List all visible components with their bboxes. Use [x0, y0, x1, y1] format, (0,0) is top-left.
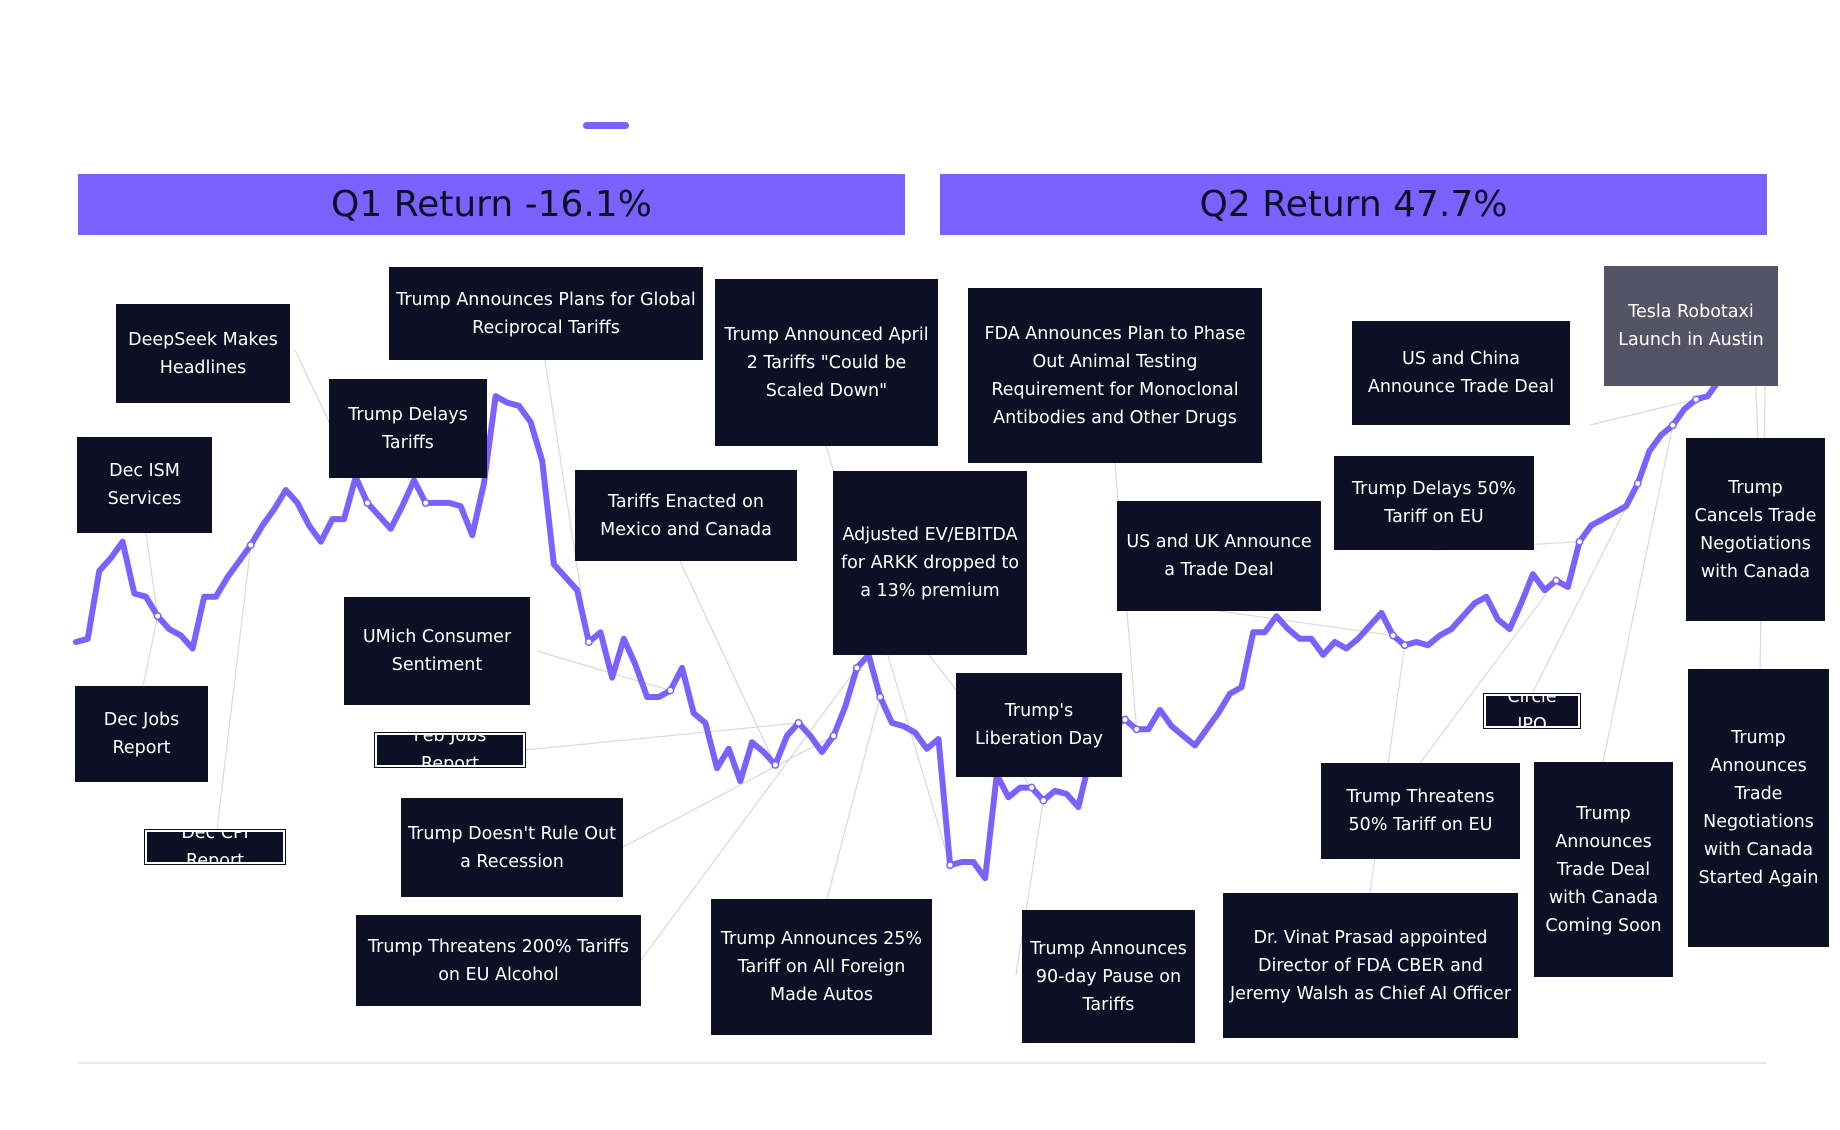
- event-fda-animal-testing: FDA Announces Plan to Phase Out Animal T…: [968, 288, 1262, 463]
- event-connector: [640, 667, 858, 961]
- legend-swatch: [583, 122, 629, 129]
- event-marker: [852, 663, 861, 672]
- event-feb-jobs: Feb Jobs Report: [374, 726, 526, 774]
- event-connector: [622, 735, 834, 848]
- event-marker: [829, 731, 838, 740]
- event-marker: [1400, 641, 1409, 650]
- event-umich-sentiment: UMich Consumer Sentiment: [344, 597, 530, 705]
- event-marker: [1575, 537, 1584, 546]
- event-us-uk-trade-deal: US and UK Announce a Trade Deal: [1117, 501, 1321, 611]
- event-canada-negotiations-restarted: Trump Announces Trade Negotiations with …: [1688, 669, 1829, 947]
- event-liberation-day: Trump's Liberation Day: [956, 673, 1122, 777]
- q2-return-banner: Q2 Return 47.7%: [940, 174, 1767, 235]
- event-connector: [544, 359, 590, 643]
- event-threatens-50-tariff: Trump Threatens 50% Tariff on EU: [1321, 763, 1520, 859]
- event-marker: [1389, 631, 1397, 640]
- event-marker: [1132, 725, 1141, 734]
- event-eu-alcohol-tariffs: Trump Threatens 200% Tariffs on EU Alcoh…: [356, 915, 641, 1006]
- event-deepseek: DeepSeek Makes Headlines: [116, 304, 290, 403]
- event-global-reciprocal-tariffs: Trump Announces Plans for Global Recipro…: [389, 267, 703, 360]
- event-dec-cpi: Dec CPI Report: [144, 823, 286, 871]
- event-dec-ism: Dec ISM Services: [77, 437, 212, 533]
- event-marker: [1039, 796, 1048, 805]
- event-marker: [363, 498, 372, 507]
- event-connector: [1015, 800, 1044, 976]
- event-connector: [1589, 398, 1697, 426]
- event-connector: [142, 615, 159, 687]
- price-series-line: [73, 338, 1769, 882]
- event-no-rule-out-recession: Trump Doesn't Rule Out a Recession: [401, 798, 623, 897]
- event-connector: [679, 560, 776, 766]
- event-us-china-trade-deal: US and China Announce Trade Deal: [1352, 321, 1570, 425]
- event-connector: [1531, 483, 1639, 695]
- event-marker: [246, 541, 255, 549]
- event-marker: [1552, 576, 1561, 585]
- event-connector: [826, 696, 881, 900]
- event-ev-ebitda: Adjusted EV/EBITDA for ARKK dropped to a…: [833, 471, 1027, 655]
- event-trump-delays-tariffs: Trump Delays Tariffs: [329, 379, 487, 478]
- event-marker: [153, 612, 162, 621]
- event-mexico-canada-tariffs: Tariffs Enacted on Mexico and Canada: [575, 470, 797, 561]
- event-prasad-appointed: Dr. Vinat Prasad appointed Director of F…: [1223, 893, 1518, 1038]
- event-marker: [666, 686, 675, 695]
- event-marker: [1668, 421, 1677, 430]
- event-marker: [1027, 783, 1036, 792]
- event-marker: [946, 861, 955, 870]
- event-marker: [421, 498, 430, 507]
- event-marker: [876, 693, 885, 701]
- event-circle-ipo: Circle IPO: [1483, 687, 1581, 735]
- event-marker: [794, 718, 803, 727]
- event-90-day-pause: Trump Announces 90-day Pause on Tariffs: [1022, 910, 1195, 1043]
- q1-return-banner: Q1 Return -16.1%: [78, 174, 905, 235]
- event-dec-jobs: Dec Jobs Report: [75, 686, 208, 782]
- event-connector: [145, 532, 159, 617]
- event-marker: [1633, 479, 1642, 488]
- event-connector: [1419, 580, 1557, 764]
- event-connector: [536, 650, 671, 692]
- event-cancels-canada-negotiations: Trump Cancels Trade Negotiations with Ca…: [1686, 438, 1825, 621]
- event-connector: [524, 722, 799, 751]
- event-tariffs-scaled-down: Trump Announced April 2 Tariffs "Could b…: [715, 279, 938, 446]
- event-marker: [584, 638, 593, 646]
- event-delays-50-tariff: Trump Delays 50% Tariff on EU: [1334, 456, 1534, 550]
- event-foreign-autos-tariff: Trump Announces 25% Tariff on All Foreig…: [711, 899, 932, 1035]
- event-marker: [1121, 715, 1129, 724]
- event-marker: [1692, 395, 1701, 404]
- event-marker: [771, 760, 780, 769]
- event-connector: [216, 544, 252, 831]
- event-canada-deal-coming-soon: Trump Announces Trade Deal with Canada C…: [1534, 762, 1673, 977]
- event-tesla-robotaxi: Tesla Robotaxi Launch in Austin: [1604, 266, 1778, 386]
- event-connector: [1602, 425, 1674, 763]
